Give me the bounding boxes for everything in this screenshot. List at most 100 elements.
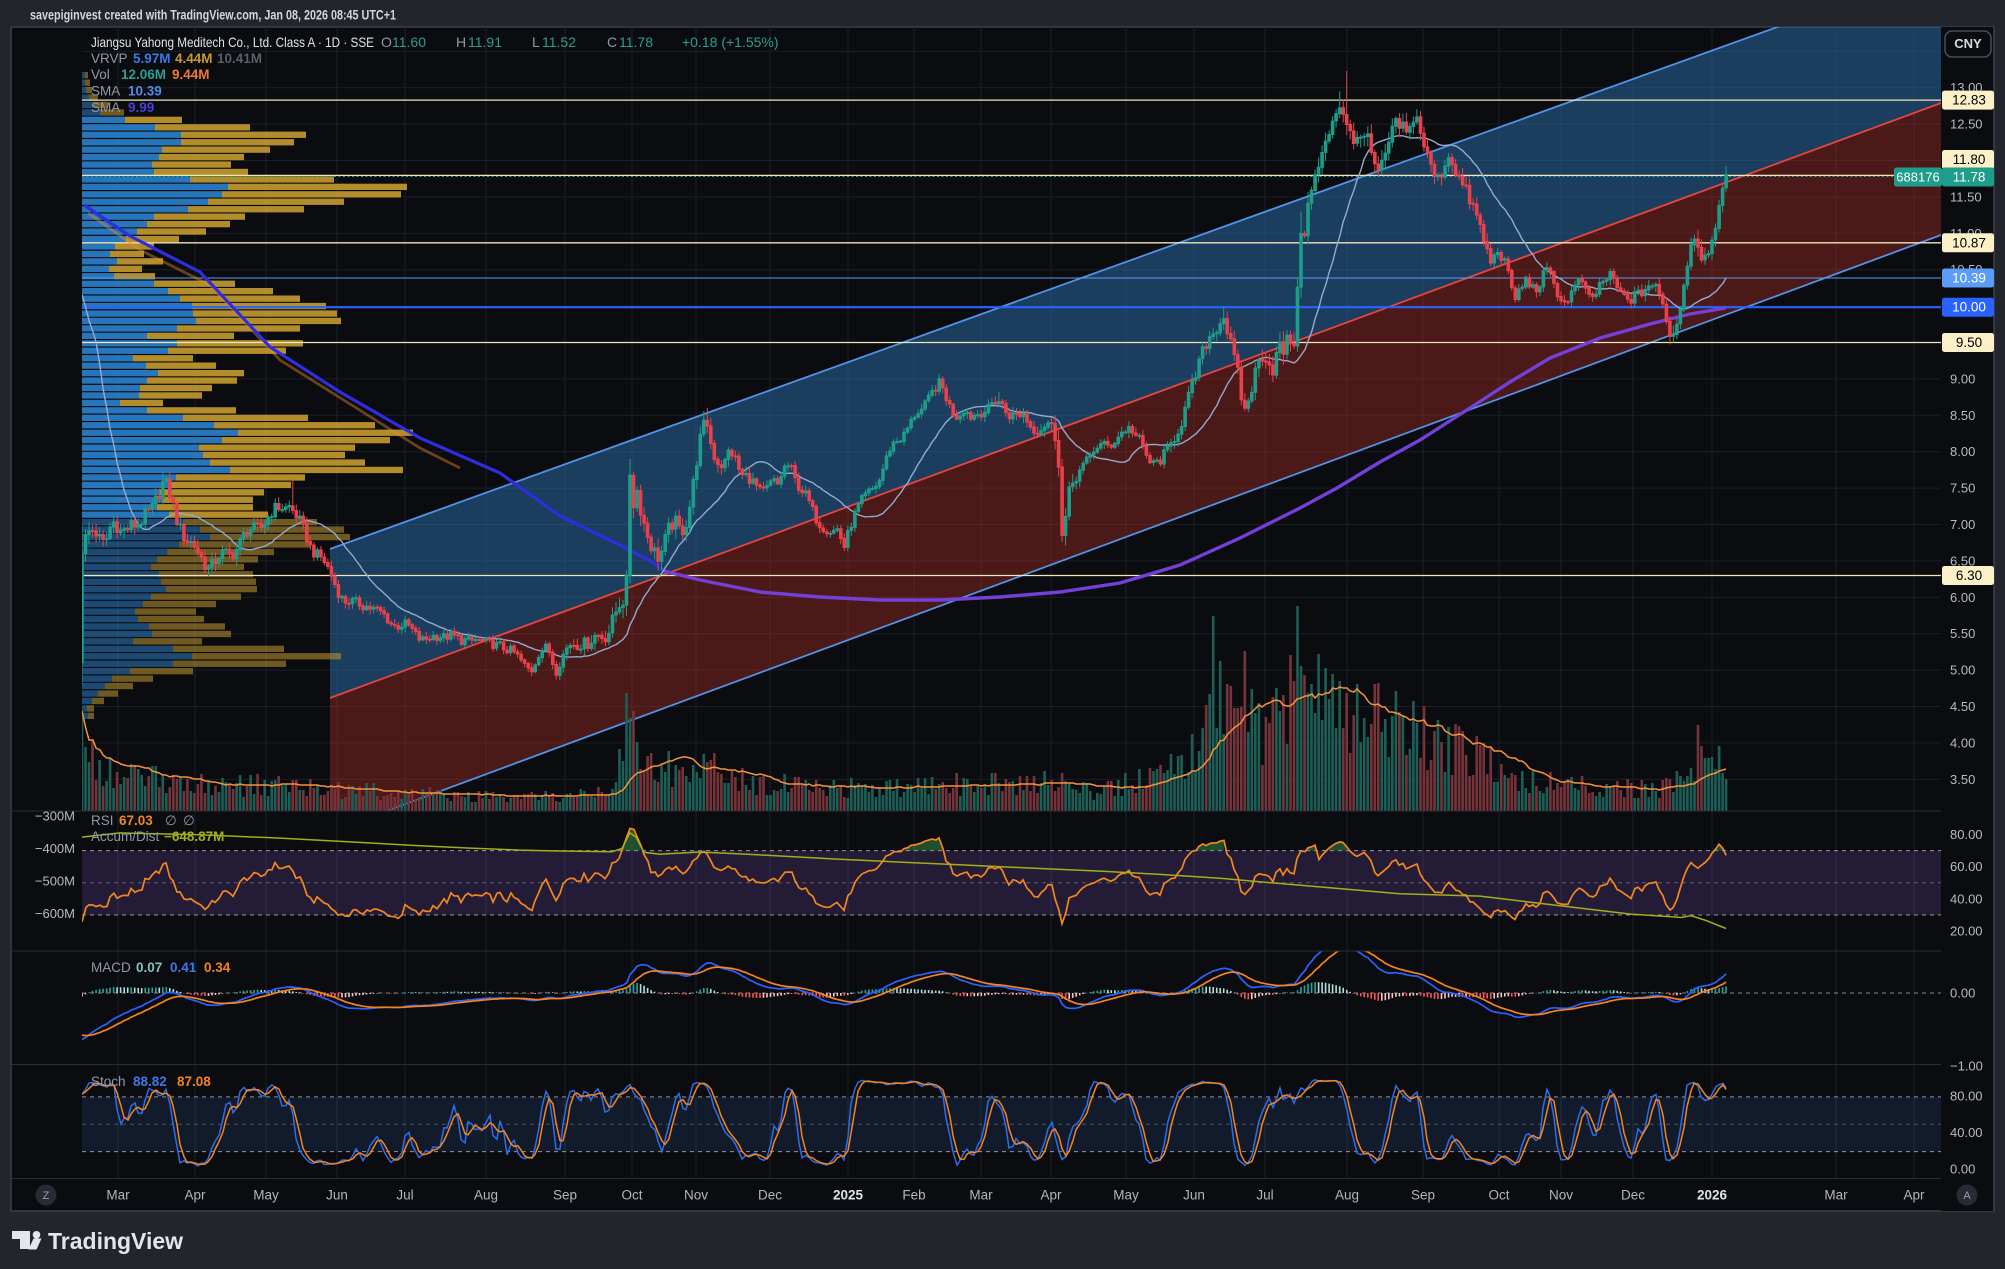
svg-text:11.52: 11.52 [542,34,576,50]
svg-text:40.00: 40.00 [1950,1125,1983,1140]
svg-text:Mar: Mar [1824,1188,1848,1203]
svg-text:−648.87M: −648.87M [164,829,224,844]
svg-text:11.60: 11.60 [392,34,426,50]
svg-text:6.50: 6.50 [1950,553,1975,568]
svg-text:Oct: Oct [621,1188,642,1203]
svg-text:Feb: Feb [902,1188,925,1203]
svg-text:0.00: 0.00 [1950,986,1975,1001]
svg-text:May: May [1113,1188,1139,1203]
svg-text:12.83: 12.83 [1952,93,1986,108]
svg-text:Vol: Vol [91,67,110,82]
svg-text:Aug: Aug [1335,1188,1359,1203]
svg-text:Nov: Nov [1549,1188,1573,1203]
svg-text:11.78: 11.78 [1953,170,1986,185]
svg-text:4.00: 4.00 [1950,735,1975,750]
svg-text:savepiginvest created with Tra: savepiginvest created with TradingView.c… [30,8,396,23]
svg-text:11.80: 11.80 [1953,152,1986,167]
svg-text:10.00: 10.00 [1952,300,1986,315]
svg-text:C: C [607,34,617,50]
svg-text:11.78: 11.78 [619,34,653,50]
svg-text:10.87: 10.87 [1952,235,1986,250]
svg-text:A: A [1963,1190,1971,1202]
svg-text:Dec: Dec [758,1188,782,1203]
svg-text:80.00: 80.00 [1950,1088,1983,1103]
svg-text:80.00: 80.00 [1950,827,1983,842]
svg-text:4.44M: 4.44M [175,51,213,66]
svg-text:8.50: 8.50 [1950,408,1975,423]
svg-text:VRVP: VRVP [91,51,128,66]
svg-text:CNY: CNY [1954,36,1982,51]
svg-text:688176: 688176 [1896,170,1939,185]
svg-text:−1.00: −1.00 [1950,1059,1983,1074]
svg-text:11.50: 11.50 [1950,189,1982,204]
svg-text:0.34: 0.34 [204,960,231,975]
svg-text:20.00: 20.00 [1950,923,1983,938]
svg-text:Jun: Jun [326,1188,348,1203]
svg-text:Jul: Jul [396,1188,413,1203]
svg-text:67.03: 67.03 [119,813,153,828]
svg-text:4.50: 4.50 [1950,699,1975,714]
svg-text:−500M: −500M [35,873,75,888]
svg-text:87.08: 87.08 [177,1074,211,1089]
svg-text:88.82: 88.82 [133,1074,167,1089]
svg-text:Mar: Mar [106,1188,130,1203]
svg-text:Nov: Nov [684,1188,708,1203]
svg-text:Aug: Aug [474,1188,498,1203]
svg-text:TradingView: TradingView [48,1228,183,1254]
svg-text:O: O [381,34,392,50]
svg-text:8.00: 8.00 [1950,444,1975,459]
svg-text:−300M: −300M [35,809,75,824]
svg-text:6.00: 6.00 [1950,590,1975,605]
svg-text:0.07: 0.07 [136,960,162,975]
svg-text:9.44M: 9.44M [172,67,210,82]
svg-text:+0.18 (+1.55%): +0.18 (+1.55%) [682,34,779,50]
svg-text:11.91: 11.91 [468,34,502,50]
svg-text:Oct: Oct [1488,1188,1509,1203]
svg-text:10.39: 10.39 [1952,271,1986,286]
svg-text:Dec: Dec [1621,1188,1645,1203]
svg-text:2025: 2025 [833,1188,864,1203]
svg-text:7.00: 7.00 [1950,517,1975,532]
svg-text:Apr: Apr [1040,1188,1062,1203]
svg-text:L: L [532,34,540,50]
svg-text:9.50: 9.50 [1956,335,1982,350]
svg-text:7.50: 7.50 [1950,481,1975,496]
svg-text:SMA: SMA [91,100,120,115]
svg-text:MACD: MACD [91,960,131,975]
svg-text:0.00: 0.00 [1950,1161,1975,1176]
svg-text:5.97M: 5.97M [133,51,171,66]
svg-text:12.06M: 12.06M [121,67,166,82]
svg-text:5.50: 5.50 [1950,626,1975,641]
svg-text:3.50: 3.50 [1950,772,1975,787]
svg-text:Jiangsu Yahong Meditech Co., L: Jiangsu Yahong Meditech Co., Ltd. Class … [91,34,374,50]
svg-text:SMA: SMA [91,84,120,99]
svg-text:60.00: 60.00 [1950,859,1983,874]
svg-text:H: H [456,34,466,50]
svg-text:40.00: 40.00 [1950,891,1983,906]
svg-text:RSI: RSI [91,813,114,828]
svg-text:9.00: 9.00 [1950,371,1975,386]
svg-text:∅: ∅ [165,813,177,828]
svg-text:2026: 2026 [1697,1188,1728,1203]
svg-text:Sep: Sep [1411,1188,1435,1203]
svg-text:Accum/Dist: Accum/Dist [91,829,160,844]
svg-text:−600M: −600M [35,906,75,921]
svg-text:Jul: Jul [1256,1188,1273,1203]
svg-text:9.99: 9.99 [128,100,154,115]
svg-text:∅: ∅ [183,813,195,828]
svg-text:Sep: Sep [553,1188,577,1203]
svg-text:Mar: Mar [969,1188,993,1203]
svg-text:Jun: Jun [1183,1188,1205,1203]
svg-text:6.30: 6.30 [1956,568,1982,583]
svg-text:Z: Z [43,1190,50,1202]
svg-text:May: May [253,1188,279,1203]
svg-text:10.41M: 10.41M [217,51,262,66]
svg-text:12.50: 12.50 [1950,117,1983,132]
svg-text:Apr: Apr [1903,1188,1925,1203]
svg-text:−400M: −400M [35,841,75,856]
svg-text:0.41: 0.41 [170,960,197,975]
svg-text:5.00: 5.00 [1950,663,1975,678]
svg-text:Apr: Apr [184,1188,206,1203]
svg-text:Stoch: Stoch [91,1074,126,1089]
svg-text:10.39: 10.39 [128,84,162,99]
